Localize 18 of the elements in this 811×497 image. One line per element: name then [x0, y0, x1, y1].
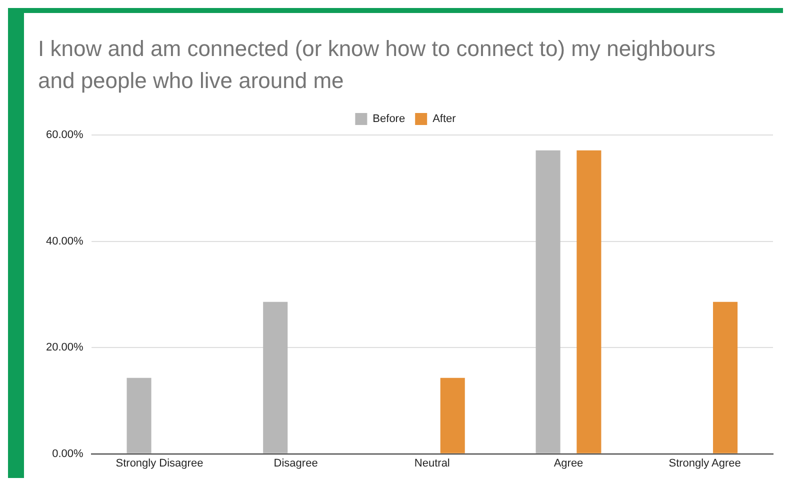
x-tick-label: Disagree	[274, 457, 318, 470]
legend-label: Before	[372, 113, 406, 126]
legend-label: After	[432, 113, 456, 126]
bar	[713, 302, 738, 454]
bar	[536, 150, 560, 454]
bar	[263, 302, 288, 454]
bar	[126, 378, 152, 454]
bar	[576, 150, 602, 454]
x-tick-label: Strongly Disagree	[116, 457, 204, 470]
x-tick-label: Strongly Agree	[668, 457, 741, 470]
y-tick-label: 40.00%	[46, 235, 84, 248]
chart-title: I know and am connected (or know how to connect to) my neighbours and people who live around me	[38, 35, 716, 95]
bar	[440, 378, 465, 454]
x-tick-label: Agree	[554, 457, 584, 470]
y-tick-label: 60.00%	[46, 129, 84, 142]
y-tick-label: 20.00%	[46, 342, 84, 354]
x-tick-label: Neutral	[414, 457, 450, 470]
y-tick-label: 0.00%	[52, 448, 84, 460]
